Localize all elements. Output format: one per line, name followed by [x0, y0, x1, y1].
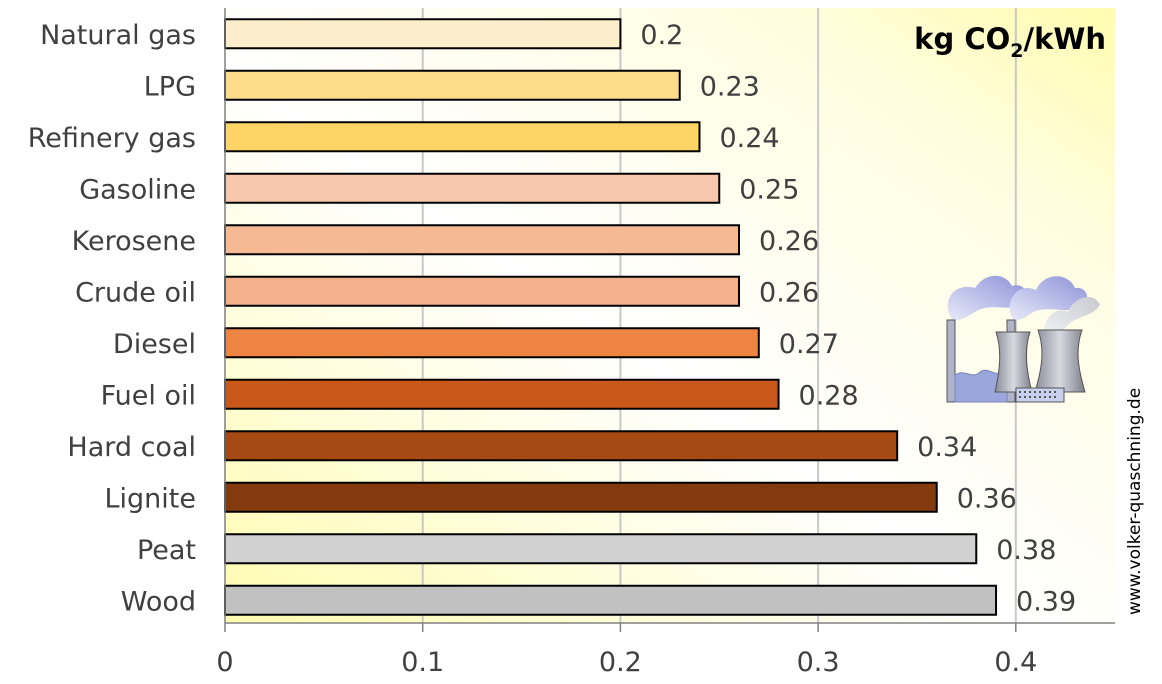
x-tick-label: 0.1: [401, 647, 444, 678]
bar: [224, 533, 978, 565]
category-label: Peat: [137, 535, 196, 566]
x-tick-label: 0.2: [599, 647, 642, 678]
bar: [224, 378, 780, 410]
bar: [224, 584, 998, 616]
unit-subscript: 2: [1010, 40, 1023, 62]
category-label: Crude oil: [75, 277, 196, 308]
value-label: 0.26: [759, 226, 819, 257]
credit-text: www.volker-quaschning.de: [1125, 388, 1145, 615]
bar: [224, 121, 701, 153]
value-label: 0.28: [799, 380, 859, 411]
category-label: Refinery gas: [28, 123, 196, 154]
value-labels: 0.2 0.23 0.24 0.25 0.26 0.26 0.27 0.28 0.34 0.36 0…: [640, 20, 1076, 618]
unit-label: kg CO2/kWh: [914, 22, 1106, 62]
value-label: 0.2: [640, 20, 683, 51]
power-plant-icon: [946, 275, 1100, 403]
bar: [224, 327, 760, 359]
bars: [224, 18, 998, 616]
category-label: Natural gas: [40, 20, 196, 51]
bar: [224, 18, 622, 50]
category-labels: Natural gas LPG Refinery gas Gasoline Kerose…: [28, 20, 196, 618]
x-tick-label: 0: [216, 647, 233, 678]
value-label: 0.26: [759, 277, 819, 308]
bar: [224, 224, 741, 256]
category-label: Diesel: [113, 329, 196, 360]
bar: [224, 481, 938, 513]
x-tick-label: 0.4: [994, 647, 1037, 678]
category-label: Hard coal: [67, 432, 196, 463]
x-tick-label: 0.3: [797, 647, 840, 678]
value-label: 0.34: [917, 432, 977, 463]
bar: [224, 172, 721, 204]
value-label: 0.23: [700, 71, 760, 102]
unit-suffix: /kWh: [1023, 22, 1106, 56]
unit-prefix: kg CO: [914, 22, 1010, 56]
value-label: 0.38: [996, 535, 1056, 566]
category-label: Wood: [121, 586, 196, 617]
category-label: Kerosene: [72, 226, 196, 257]
value-label: 0.25: [739, 174, 799, 205]
bar: [224, 430, 899, 462]
bar: [224, 275, 741, 307]
category-label: Lignite: [105, 483, 197, 514]
value-label: 0.24: [719, 123, 779, 154]
value-label: 0.36: [957, 483, 1017, 514]
category-label: Fuel oil: [101, 380, 196, 411]
bar: [224, 69, 681, 101]
category-label: Gasoline: [79, 174, 196, 205]
category-label: LPG: [144, 71, 196, 102]
value-label: 0.27: [779, 329, 839, 360]
value-label: 0.39: [1016, 586, 1076, 617]
x-axis-ticks: 0 0.1 0.2 0.3 0.4: [216, 623, 1037, 678]
